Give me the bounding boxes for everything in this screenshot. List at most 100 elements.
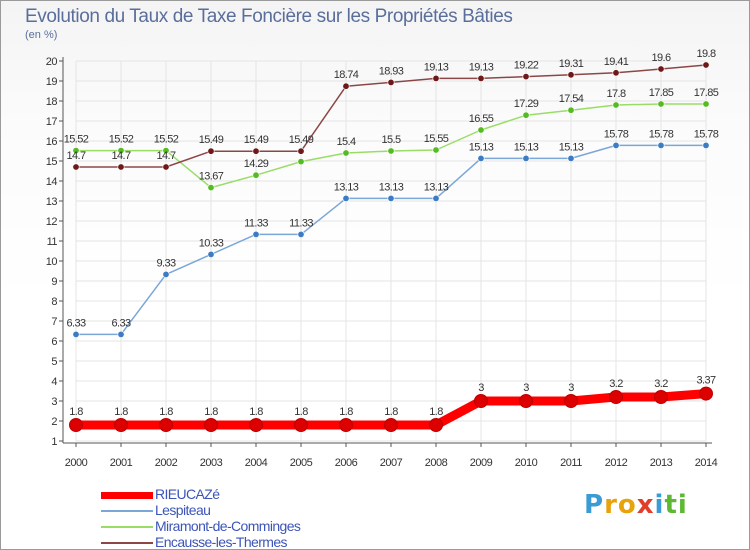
data-label: 15.55 [424,133,449,145]
data-label: 1.8 [384,406,398,418]
data-label: 6.33 [111,317,130,329]
data-point [657,65,665,73]
data-point [342,82,350,90]
y-tick-label: 17 [46,116,58,128]
y-tick-label: 18 [46,96,58,108]
legend-label-lespiteau: Lespiteau [155,502,211,518]
data-label: 15.13 [469,141,494,153]
y-tick-label: 9 [51,276,57,288]
x-tick-label: 2006 [335,457,358,469]
data-point [612,69,620,77]
data-label: 1.8 [159,406,173,418]
data-point [339,418,353,432]
data-point [384,418,398,432]
data-point [72,147,80,155]
data-point [342,149,350,157]
data-point [72,330,80,338]
data-point [162,147,170,155]
data-label: 15.13 [514,141,539,153]
data-point [522,73,530,81]
y-tick-label: 20 [46,56,58,68]
data-label: 19.22 [514,60,539,72]
x-tick-label: 2010 [515,457,538,469]
data-point [702,100,710,108]
y-tick-label: 12 [46,216,58,228]
y-tick-label: 10 [46,256,58,268]
data-point [609,390,623,404]
data-point [564,394,578,408]
data-point [297,158,305,166]
data-point [249,418,263,432]
data-label: 3 [568,382,574,394]
data-label: 1.8 [339,406,353,418]
data-point [477,154,485,162]
data-label: 3 [523,382,529,394]
data-point [72,163,80,171]
proxiti-logo: Proxiti [584,490,688,520]
data-label: 19.31 [559,58,584,70]
data-label: 1.8 [114,406,128,418]
logo-letter: x [636,490,655,520]
data-label: 13.67 [199,171,224,183]
data-label: 15.4 [336,136,355,148]
data-point [162,163,170,171]
data-label: 3.37 [696,375,715,387]
data-label: 18.93 [379,65,404,77]
data-label: 15.52 [64,134,89,146]
x-tick-label: 2013 [650,457,673,469]
data-point [162,270,170,278]
data-label: 15.78 [649,128,674,140]
data-point [297,147,305,155]
data-point [474,394,488,408]
data-label: 19.6 [651,52,670,64]
data-label: 17.54 [559,93,584,105]
legend-swatch-lespiteau [101,510,153,512]
y-tick-label: 19 [46,76,58,88]
data-point [432,194,440,202]
chart-title: Evolution du Taux de Taxe Foncière sur l… [25,6,513,27]
data-label: 19.41 [604,56,629,68]
data-label: 9.33 [156,257,175,269]
data-label: 15.52 [109,134,134,146]
y-tick-label: 4 [51,376,57,388]
data-label: 15.5 [381,134,400,146]
data-point [519,394,533,408]
logo-letter: t [664,490,678,520]
data-label: 17.85 [649,87,674,99]
data-point [612,101,620,109]
y-tick-label: 11 [47,236,58,248]
data-label: 19.13 [424,61,449,73]
data-label: 6.33 [66,317,85,329]
data-label: 15.78 [604,128,629,140]
y-tick-label: 2 [51,416,57,428]
data-point [252,230,260,238]
data-label: 15.49 [199,134,224,146]
data-label: 17.29 [514,98,539,110]
logo-letter: i [654,490,665,520]
data-point [432,146,440,154]
data-point [429,418,443,432]
data-point [657,100,665,108]
data-label: 13.13 [379,181,404,193]
data-point [432,74,440,82]
y-tick-label: 6 [51,336,57,348]
data-label: 19.13 [469,61,494,73]
data-label: 14.7 [66,150,85,162]
y-tick-label: 16 [46,136,58,148]
data-label: 16.55 [469,113,494,125]
data-point [702,141,710,149]
data-point [252,147,260,155]
x-tick-label: 2014 [695,457,718,469]
data-label: 18.74 [334,69,359,81]
x-tick-label: 2002 [155,457,178,469]
data-point [294,418,308,432]
data-point [117,330,125,338]
x-tick-label: 2005 [290,457,313,469]
data-label: 1.8 [204,406,218,418]
y-tick-label: 7 [51,316,57,328]
data-label: 3 [478,382,484,394]
data-point [159,418,173,432]
y-tick-label: 13 [46,196,58,208]
